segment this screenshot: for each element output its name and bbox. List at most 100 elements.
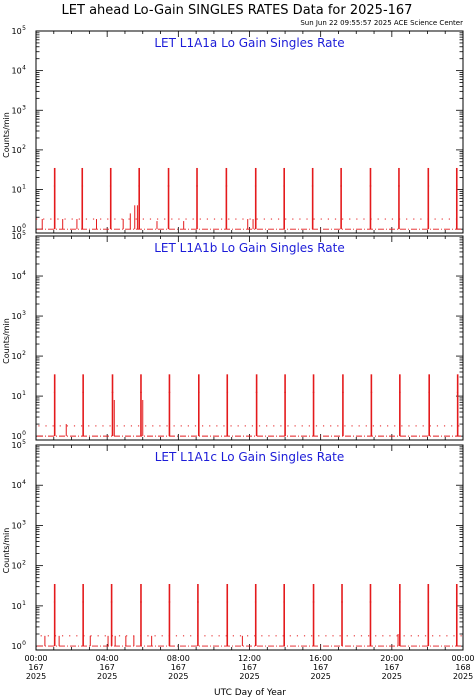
data-point: [427, 218, 429, 220]
data-series: [36, 167, 462, 230]
data-point: [403, 635, 405, 637]
data-point: [159, 425, 161, 427]
data-point: [382, 635, 384, 637]
data-point: [235, 218, 237, 220]
data-point: [66, 425, 68, 427]
x-tick-year: 2025: [382, 672, 402, 681]
data-point: [180, 425, 182, 427]
data-point: [384, 218, 386, 220]
y-axis-label: Counts/min: [2, 528, 11, 574]
data-point: [318, 635, 320, 637]
data-point: [52, 425, 54, 427]
y-axis-label: Counts/min: [2, 112, 11, 158]
x-tick-time: 20:00: [380, 654, 403, 663]
generation-timestamp: Sun Jun 22 09:55:57 2025 ACE Science Cen…: [300, 19, 463, 27]
x-tick-time: 08:00: [167, 654, 190, 663]
data-point: [339, 635, 341, 637]
y-tick-exponent: 4: [22, 65, 26, 72]
data-point: [135, 218, 137, 220]
data-point: [429, 425, 431, 427]
data-point: [83, 635, 85, 637]
x-tick-day: 167: [384, 663, 399, 672]
data-point: [266, 425, 268, 427]
y-tick-exponent: 2: [22, 144, 26, 151]
data-point: [95, 425, 97, 427]
data-point: [168, 635, 170, 637]
x-tick-year: 2025: [310, 672, 330, 681]
data-point: [303, 635, 306, 637]
data-point: [36, 218, 38, 220]
data-point: [175, 635, 178, 637]
data-point: [152, 425, 154, 427]
data-point: [448, 218, 450, 220]
data-point: [308, 425, 310, 427]
data-point: [199, 218, 201, 220]
x-tick-year: 2025: [26, 672, 46, 681]
data-point: [372, 425, 374, 427]
x-tick-day: 167: [242, 663, 257, 672]
y-tick-label: 101: [11, 390, 26, 401]
data-point: [166, 425, 168, 427]
x-tick-time: 12:00: [238, 654, 261, 663]
data-point: [415, 425, 417, 427]
y-tick-label: 102: [11, 560, 26, 571]
data-point: [287, 425, 289, 427]
panel-title: LET L1A1c Lo Gain Singles Rate: [155, 450, 345, 464]
data-point: [64, 218, 66, 220]
data-point: [277, 218, 280, 220]
data-point: [90, 635, 92, 637]
data-series: [37, 583, 462, 647]
data-point: [434, 218, 436, 220]
y-tick-label: 101: [11, 184, 26, 195]
x-tick-year: 2025: [239, 672, 259, 681]
data-point: [413, 218, 415, 220]
data-point: [85, 218, 88, 220]
data-point: [123, 425, 125, 427]
data-point: [97, 635, 99, 637]
data-point: [128, 218, 130, 220]
y-tick-label: 103: [11, 310, 26, 321]
data-point: [201, 425, 204, 427]
data-point: [161, 635, 163, 637]
data-point: [391, 218, 394, 220]
data-point: [292, 218, 294, 220]
data-point: [365, 425, 367, 427]
data-point: [313, 218, 315, 220]
data-point: [337, 425, 339, 427]
data-point: [47, 635, 49, 637]
y-tick-label: 102: [11, 144, 26, 155]
y-tick-exponent: 2: [22, 350, 26, 357]
data-point: [225, 635, 227, 637]
data-point: [185, 218, 187, 220]
data-point: [441, 218, 443, 220]
data-point: [230, 425, 232, 427]
x-tick-day: 167: [28, 663, 43, 672]
data-point: [242, 218, 244, 220]
y-tick-exponent: 5: [22, 25, 26, 32]
data-point: [311, 635, 313, 637]
data-point: [54, 635, 57, 637]
data-point: [73, 425, 76, 427]
y-tick-exponent: 0: [22, 223, 26, 230]
data-point: [270, 218, 273, 220]
y-tick-exponent: 3: [22, 310, 26, 317]
data-point: [133, 635, 135, 637]
data-point: [443, 425, 446, 427]
data-point: [280, 425, 282, 427]
data-point: [315, 425, 318, 427]
data-point: [422, 425, 424, 427]
data-point: [460, 635, 462, 637]
data-point: [190, 635, 192, 637]
data-point: [92, 218, 95, 220]
data-point: [353, 635, 355, 637]
data-point: [367, 635, 370, 637]
data-point: [299, 218, 301, 220]
y-tick-exponent: 1: [22, 600, 26, 607]
data-point: [164, 218, 166, 220]
